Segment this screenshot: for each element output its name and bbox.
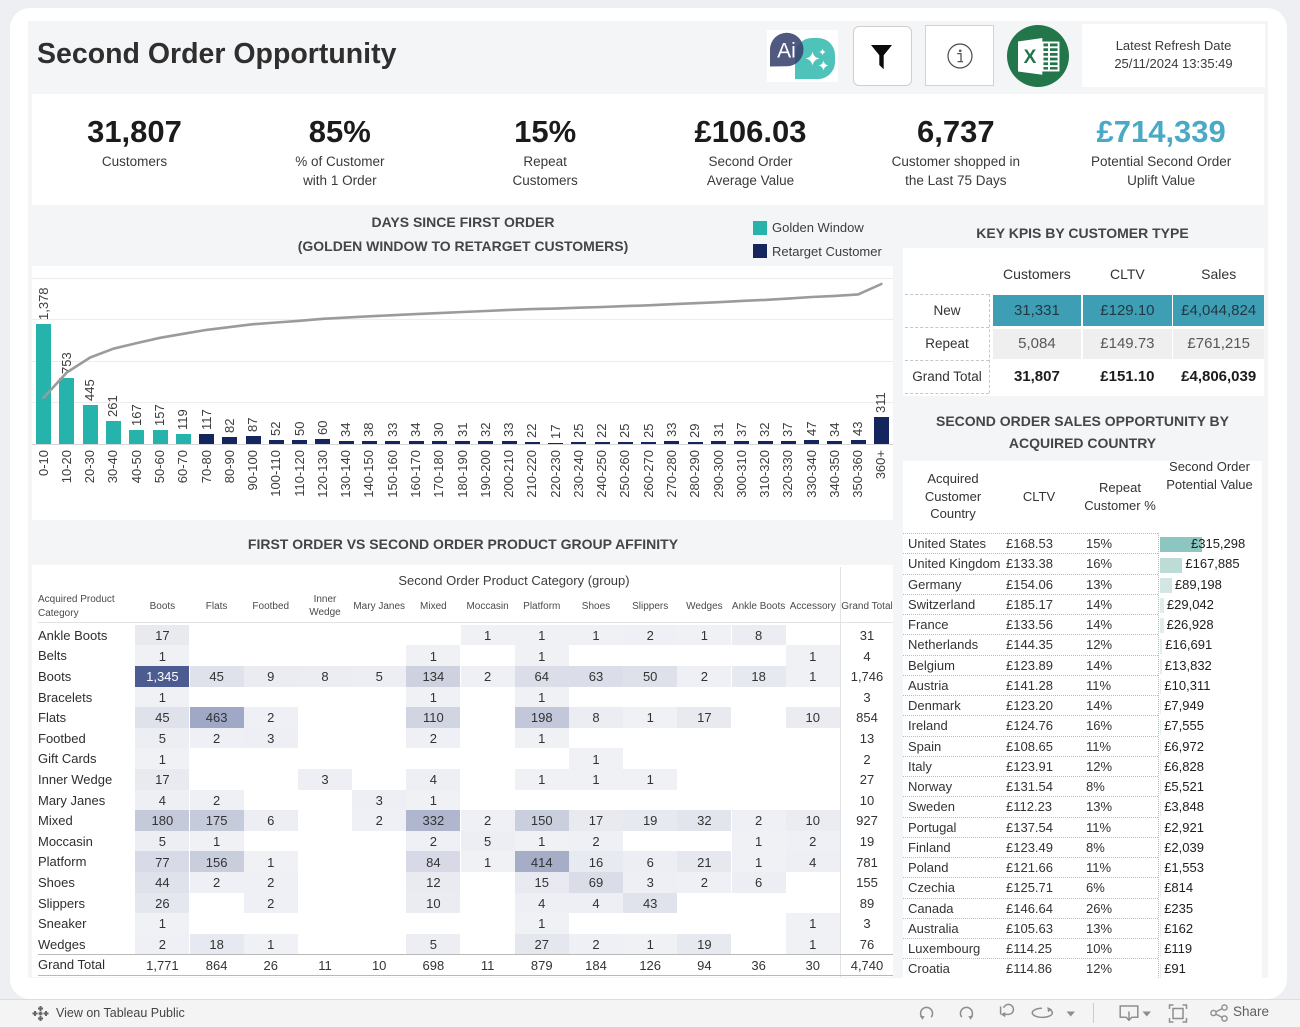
svg-text:Ai: Ai: [777, 40, 796, 63]
svg-text:X: X: [1024, 47, 1037, 68]
